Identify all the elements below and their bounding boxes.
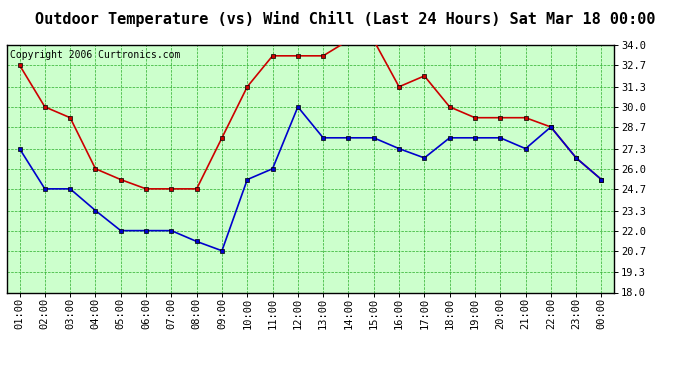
Text: Outdoor Temperature (vs) Wind Chill (Last 24 Hours) Sat Mar 18 00:00: Outdoor Temperature (vs) Wind Chill (Las…: [34, 11, 655, 27]
Text: Copyright 2006 Curtronics.com: Copyright 2006 Curtronics.com: [10, 50, 180, 60]
